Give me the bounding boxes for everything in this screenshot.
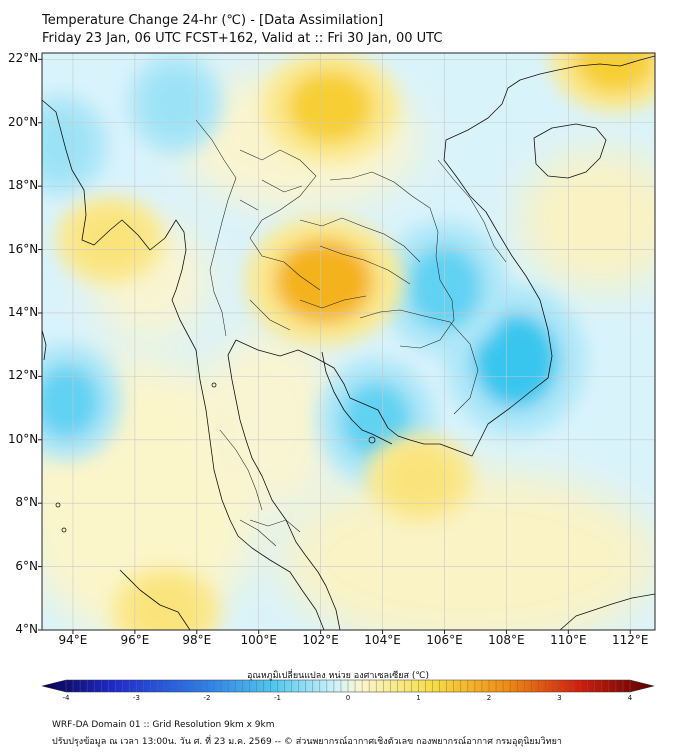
- colorbar-tick-label: 2: [486, 694, 492, 702]
- island: [61, 527, 67, 533]
- colorbar-tick-label: -2: [203, 694, 211, 702]
- lat-label: 14°N: [8, 304, 39, 319]
- warm-spot-gulf-of-tonkin-ne: [574, 53, 655, 94]
- hainan-island: [533, 123, 607, 179]
- vietnam-border: [437, 159, 507, 263]
- colorbar-title: อุณหภูมิเปลี่ยนแปลง หน่วย องศาเซลเซียส (…: [246, 671, 430, 681]
- colorbar-tick-label: -1: [274, 694, 281, 702]
- map-plot-area: [42, 53, 655, 630]
- lat-label: 22°N: [8, 51, 39, 66]
- lat-label: 10°N: [8, 431, 39, 446]
- colorbar-ticks: [65, 680, 631, 692]
- footer-credit: ปรับปรุงข้อมูล ณ เวลา 13:00น. วัน ศ. ที่…: [52, 737, 562, 747]
- island: [211, 382, 217, 388]
- map-title: Temperature Change 24-hr (℃) - [Data Ass…: [42, 13, 384, 28]
- background-field: [42, 70, 655, 630]
- coastlines: [42, 55, 655, 630]
- colorbar-tick-label: -4: [62, 694, 70, 702]
- thai-myanmar-border: [195, 119, 237, 337]
- lat-label: 8°N: [15, 495, 38, 510]
- cambodia-border: [359, 309, 479, 415]
- cool-spot-bay-of-bengal: [42, 113, 90, 177]
- lon-label: 94°E: [58, 633, 88, 647]
- axis-ticks: [38, 58, 631, 634]
- colorbar-tick-label: 3: [557, 694, 562, 702]
- cool-spot-south-china-sea-vietnam: [473, 313, 559, 408]
- lat-label: 12°N: [8, 368, 39, 383]
- warm-spot-south-vietnam-coast: [385, 449, 454, 507]
- lon-label: 110°E: [550, 633, 587, 647]
- malaysia-border: [249, 519, 301, 533]
- lat-label: 6°N: [15, 558, 38, 573]
- lon-label: 112°E: [611, 633, 649, 647]
- cool-spot-myanmar-north: [146, 72, 204, 136]
- lon-label: 102°E: [302, 633, 339, 647]
- sumatra-coastline: [119, 569, 191, 630]
- indochina-coastline: [227, 55, 655, 630]
- lon-label: 104°E: [364, 633, 401, 647]
- gulf-coastline: [321, 351, 393, 445]
- warm-spot-northern-laos: [287, 70, 373, 144]
- map-frame: [41, 52, 656, 631]
- lon-label: 106°E: [426, 633, 463, 647]
- lat-label: 4°N: [15, 622, 38, 636]
- lat-label: 16°N: [8, 241, 39, 256]
- colorbar-tick-label: 0: [345, 694, 351, 702]
- lat-label: 20°N: [8, 114, 39, 129]
- warm-spot-west-malaysia-sea: [132, 582, 200, 630]
- map-subtitle: Friday 23 Jan, 06 UTC FCST+162, Valid at…: [42, 31, 443, 46]
- laos-border: [329, 171, 455, 349]
- lat-label: 18°N: [8, 178, 39, 193]
- island: [368, 436, 376, 444]
- thai-provinces: [219, 149, 421, 547]
- andaman-islands: [42, 329, 47, 361]
- borneo-coastline: [559, 593, 655, 630]
- cool-spot-andaman-sea-west: [42, 364, 100, 439]
- lon-label: 98°E: [182, 633, 212, 647]
- warm-spot-myanmar-coast: [76, 211, 144, 269]
- admin-borders: [195, 119, 507, 547]
- island: [55, 502, 61, 508]
- lon-label: 96°E: [120, 633, 150, 647]
- graticule: [42, 53, 655, 630]
- lon-label: 100°E: [240, 633, 277, 647]
- colorbar-tick-label: -3: [133, 694, 140, 702]
- colorbar-tick-label: 1: [416, 694, 421, 702]
- footer-model-info: WRF-DA Domain 01 :: Grid Resolution 9km …: [52, 720, 275, 730]
- myanmar-coastline: [42, 99, 325, 630]
- lon-label: 108°E: [488, 633, 525, 647]
- colorbar-tick-label: 4: [627, 694, 633, 702]
- warm-spot-central-northeast-thailand: [274, 239, 373, 324]
